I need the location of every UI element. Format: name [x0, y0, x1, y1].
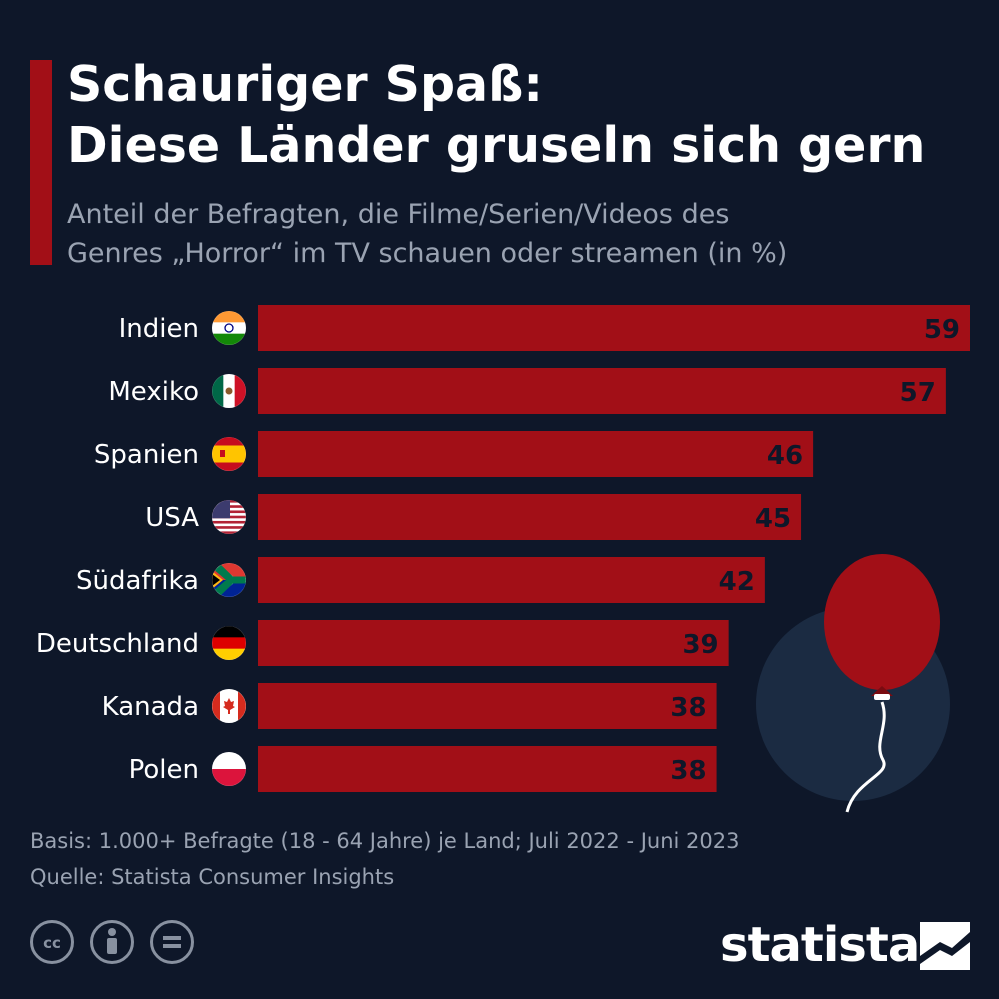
bar-value-label: 38: [670, 756, 706, 786]
bar-row: 38 Polen: [129, 746, 717, 792]
bar-value-label: 45: [755, 504, 791, 534]
subtitle-line-2: Genres „Horror“ im TV schauen oder strea…: [67, 238, 788, 269]
chart-subtitle: Anteil der Befragten, die Filme/Serien/V…: [67, 195, 967, 273]
bar-value-label: 46: [767, 441, 803, 471]
bar-value-label: 57: [900, 378, 936, 408]
no-derivatives-icon[interactable]: [150, 920, 194, 964]
bar[interactable]: [258, 431, 814, 477]
svg-text:cc: cc: [43, 934, 61, 952]
title-line-1: Schauriger Spaß:: [67, 56, 543, 113]
south-africa-flag-icon: [212, 563, 246, 597]
category-label: Mexiko: [108, 377, 199, 407]
bar[interactable]: [258, 494, 802, 540]
bar[interactable]: [258, 683, 717, 729]
bar-chart: 59 Indien 57 Mexiko 46 Spanien 45 USA 42 Südafrik…: [36, 305, 970, 792]
bar-row: 57 Mexiko: [108, 368, 946, 414]
bar[interactable]: [258, 746, 717, 792]
creative-commons-icon[interactable]: cc: [30, 920, 74, 964]
usa-flag-icon: [212, 500, 246, 534]
bar[interactable]: [258, 620, 729, 666]
subtitle-line-1: Anteil der Befragten, die Filme/Serien/V…: [67, 199, 730, 230]
bar[interactable]: [258, 305, 970, 351]
bar-row: 46 Spanien: [94, 431, 814, 477]
statista-logo[interactable]: statista: [720, 917, 920, 973]
category-label: Indien: [119, 314, 199, 344]
bar-row: 39 Deutschland: [36, 620, 729, 666]
balloon-illustration: [756, 554, 950, 813]
bar-row: 38 Kanada: [102, 683, 717, 729]
statista-logo-mark-icon: [920, 922, 970, 970]
spain-flag-icon: [212, 437, 246, 471]
poland-flag-icon: [212, 752, 246, 786]
bar-row: 42 Südafrika: [76, 557, 765, 603]
category-label: Polen: [129, 755, 199, 785]
category-label: Südafrika: [76, 566, 199, 596]
bar-value-label: 59: [924, 315, 960, 345]
mexico-flag-icon: [212, 374, 246, 408]
germany-flag-icon: [212, 626, 246, 660]
category-label: Kanada: [102, 692, 199, 722]
title-accent-bar: [30, 60, 52, 265]
category-label: Deutschland: [36, 629, 199, 659]
bar-value-label: 38: [670, 693, 706, 723]
footer-basis: Basis: 1.000+ Befragte (18 - 64 Jahre) j…: [30, 829, 740, 853]
bar-value-label: 42: [719, 567, 755, 597]
category-label: Spanien: [94, 440, 199, 470]
category-label: USA: [145, 503, 199, 533]
canada-flag-icon: [212, 689, 246, 723]
footer-source: Quelle: Statista Consumer Insights: [30, 865, 395, 889]
bar[interactable]: [258, 368, 946, 414]
page-title: Schauriger Spaß: Diese Länder gruseln si…: [67, 54, 987, 176]
attribution-icon[interactable]: [90, 920, 134, 964]
bar-value-label: 39: [682, 630, 718, 660]
bar-row: 45 USA: [145, 494, 802, 540]
bar-row: 59 Indien: [119, 305, 970, 351]
india-flag-icon: [212, 311, 246, 345]
bar[interactable]: [258, 557, 765, 603]
chart-footer: Basis: 1.000+ Befragte (18 - 64 Jahre) j…: [30, 823, 739, 895]
title-line-2: Diese Länder gruseln sich gern: [67, 117, 926, 174]
